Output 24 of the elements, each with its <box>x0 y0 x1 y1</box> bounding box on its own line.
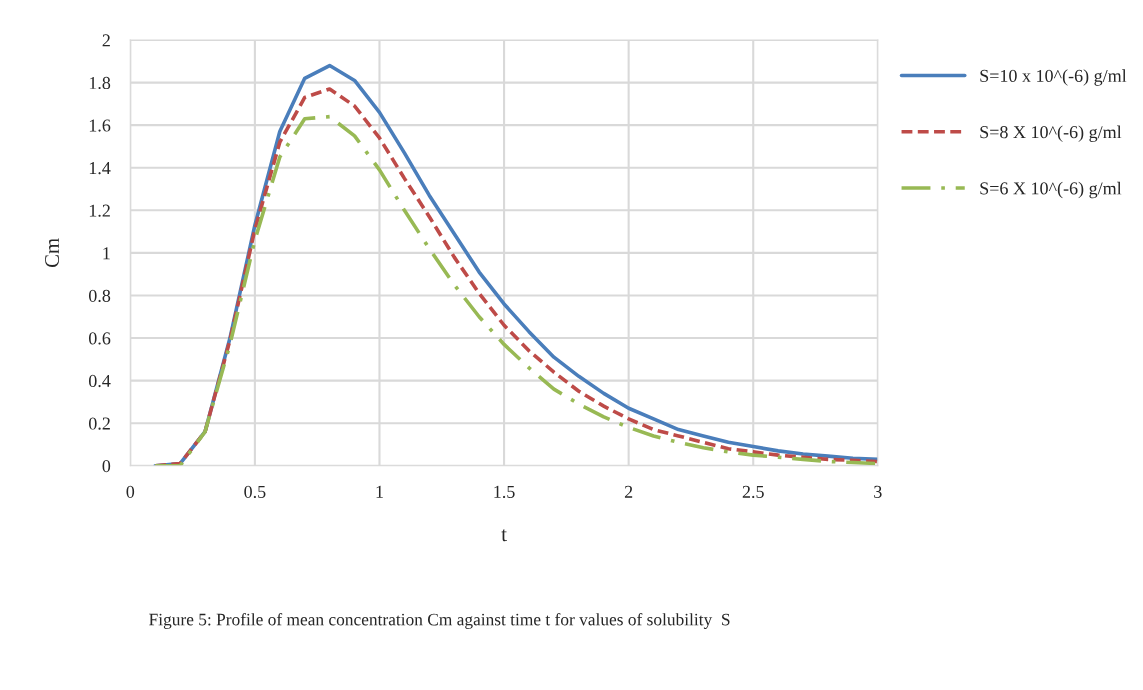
y-tick-label: 0.2 <box>88 417 110 430</box>
y-tick-label: 0.4 <box>88 374 111 388</box>
y-tick-label: 0 <box>102 460 111 473</box>
y-tick-label: 1.8 <box>89 76 111 90</box>
y-tick-label: 0.6 <box>88 332 111 345</box>
x-tick-label: 0 <box>126 485 135 498</box>
x-tick-label: 1.5 <box>494 485 515 498</box>
x-tick-label: 0.5 <box>244 485 266 498</box>
x-axis-title: t <box>501 529 507 542</box>
y-tick-label: 1.6 <box>89 119 111 132</box>
legend-label: S=8 X 10^(-6) g/ml <box>980 125 1122 142</box>
x-tick-label: 3 <box>874 485 882 498</box>
y-tick-label: 1.2 <box>89 204 110 217</box>
y-axis-title: Cm <box>45 238 60 268</box>
y-tick-label: 2 <box>102 34 110 47</box>
x-tick-label: 2 <box>624 485 633 498</box>
legend-label: S=10 x 10^(-6) g/ml <box>980 69 1127 86</box>
x-tick-label: 2.5 <box>742 485 764 498</box>
x-tick-label: 1 <box>376 485 383 498</box>
y-tick-label: 0.8 <box>88 289 111 302</box>
legend-label: S=6 X 10^(-6) g/ml <box>980 181 1122 199</box>
y-tick-label: 1.4 <box>89 162 111 175</box>
y-tick-label: 1 <box>103 247 110 260</box>
caption: Figure 5: Profile of mean concentration Cm against time t for values of solubility S <box>149 613 730 629</box>
